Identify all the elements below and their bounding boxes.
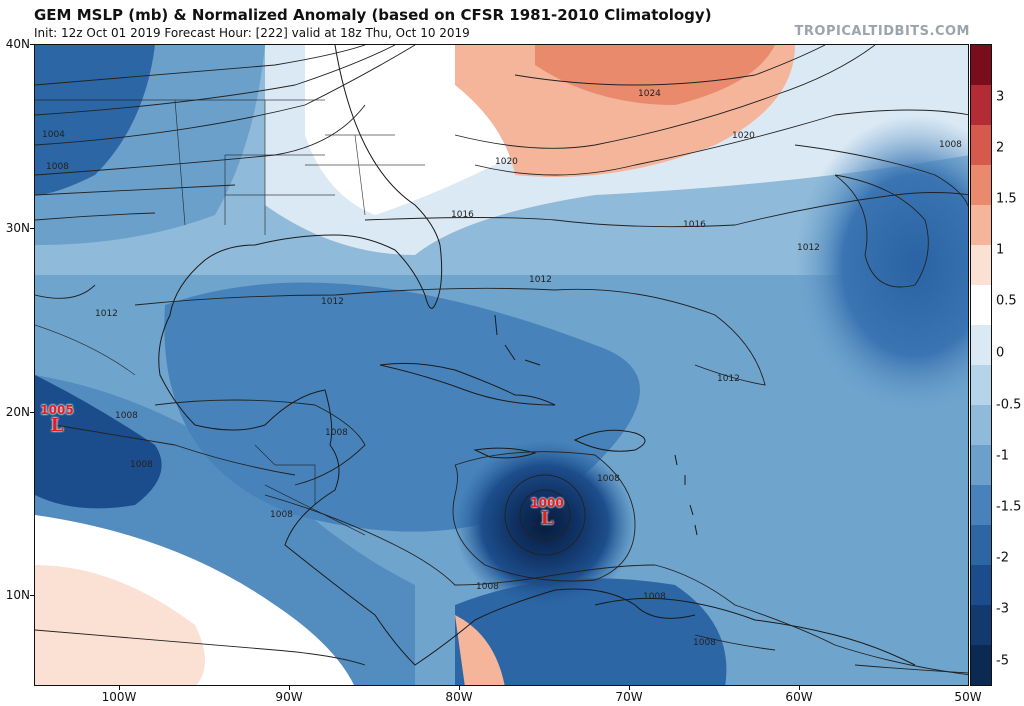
isobar-label: 1004 bbox=[42, 130, 65, 140]
isobar-label: 1008 bbox=[325, 428, 348, 438]
isobar-label: 1020 bbox=[495, 157, 518, 167]
isobar-label: 1016 bbox=[451, 210, 474, 220]
colorbar bbox=[970, 44, 992, 686]
map-subtitle: Init: 12z Oct 01 2019 Forecast Hour: [22… bbox=[34, 26, 470, 40]
colorbar-label: 0 bbox=[996, 345, 1005, 361]
colorbar-swatch bbox=[971, 85, 991, 126]
anomaly-colombia-warm bbox=[455, 615, 505, 685]
isobar-label: 1008 bbox=[115, 411, 138, 421]
isobar-label: 1008 bbox=[46, 162, 69, 172]
colorbar-swatch bbox=[971, 445, 991, 486]
map-title: GEM MSLP (mb) & Normalized Anomaly (base… bbox=[34, 6, 712, 24]
lat-label: 40N bbox=[5, 37, 30, 51]
isobar-label: 1008 bbox=[693, 638, 716, 648]
colorbar-label: -1 bbox=[996, 448, 1009, 464]
lon-tick bbox=[799, 686, 800, 690]
colorbar-swatch bbox=[971, 405, 991, 446]
anomaly-pacific-warm bbox=[35, 565, 205, 685]
isobar-label: 1012 bbox=[95, 309, 118, 319]
isobar-label: 1008 bbox=[939, 140, 962, 150]
isobar-label: 1012 bbox=[321, 297, 344, 307]
lon-label: 90W bbox=[275, 690, 303, 704]
map-panel: 1024 1020 1020 1016 1016 1012 1012 1012 … bbox=[34, 44, 969, 686]
lat-tick bbox=[30, 44, 34, 45]
lon-label: 100W bbox=[101, 690, 137, 704]
colorbar-swatches bbox=[971, 45, 991, 685]
low-pressure-marker-mexico: 1005 L bbox=[36, 404, 78, 435]
colorbar-swatch bbox=[971, 525, 991, 566]
colorbar-label: -5 bbox=[996, 653, 1009, 669]
isobar-label: 1008 bbox=[643, 592, 666, 602]
isobar-labels: 1024 1020 1020 1016 1016 1012 1012 1012 … bbox=[42, 89, 962, 648]
colorbar-swatch bbox=[971, 245, 991, 286]
anomaly-mexico-low bbox=[35, 375, 162, 509]
colorbar-swatch bbox=[971, 565, 991, 606]
lon-tick bbox=[289, 686, 290, 690]
isobar-label: 1024 bbox=[638, 89, 661, 99]
lon-label: 70W bbox=[615, 690, 643, 704]
low-pressure-symbol: L bbox=[50, 415, 64, 436]
colorbar-label: 1.5 bbox=[996, 191, 1017, 207]
low-pressure-value: 1000 bbox=[530, 496, 564, 510]
colorbar-label: 0.5 bbox=[996, 293, 1017, 309]
colorbar-swatch bbox=[971, 645, 991, 685]
isobar-label: 1008 bbox=[270, 510, 293, 520]
anomaly-atlantic-high-core bbox=[535, 45, 775, 105]
colorbar-label: 2 bbox=[996, 140, 1005, 156]
colorbar-swatch bbox=[971, 485, 991, 526]
lat-tick bbox=[30, 412, 34, 413]
isobar-label: 1008 bbox=[476, 582, 499, 592]
lat-tick bbox=[30, 595, 34, 596]
low-pressure-marker-caribbean: 1000 L bbox=[525, 497, 569, 528]
isobar-label: 1016 bbox=[683, 220, 706, 230]
isobar-label: 1012 bbox=[797, 243, 820, 253]
lat-tick bbox=[30, 228, 34, 229]
colorbar-label: 1 bbox=[996, 242, 1005, 258]
mslp-anomaly-map: 1024 1020 1020 1016 1016 1012 1012 1012 … bbox=[35, 45, 968, 685]
borders bbox=[35, 99, 425, 536]
low-pressure-symbol: L bbox=[540, 508, 554, 529]
anomaly-ne-low bbox=[795, 115, 968, 415]
colorbar-swatch bbox=[971, 365, 991, 406]
colorbar-swatch bbox=[971, 165, 991, 206]
colorbar-label: -2 bbox=[996, 550, 1009, 566]
lon-label: 50W bbox=[954, 690, 982, 704]
isobar-label: 1012 bbox=[529, 275, 552, 285]
colorbar-label: 3 bbox=[996, 89, 1005, 105]
colorbar-swatch bbox=[971, 45, 991, 86]
colorbar-swatch bbox=[971, 325, 991, 366]
site-watermark: TROPICALTIDBITS.COM bbox=[794, 24, 970, 39]
isobar-label: 1012 bbox=[717, 374, 740, 384]
colorbar-swatch bbox=[971, 205, 991, 246]
lon-label: 80W bbox=[445, 690, 473, 704]
lat-label: 20N bbox=[5, 405, 30, 419]
lon-tick bbox=[459, 686, 460, 690]
colorbar-label: -1.5 bbox=[996, 499, 1022, 515]
isobar-label: 1008 bbox=[597, 474, 620, 484]
isobar-label: 1020 bbox=[732, 131, 755, 141]
lon-tick bbox=[629, 686, 630, 690]
low-pressure-value: 1005 bbox=[40, 403, 74, 417]
coastlines bbox=[158, 45, 916, 666]
lat-label: 10N bbox=[5, 588, 30, 602]
lon-tick bbox=[119, 686, 120, 690]
isobars bbox=[35, 45, 968, 676]
isobar-label: 1008 bbox=[130, 460, 153, 470]
lat-label: 30N bbox=[5, 221, 30, 235]
colorbar-swatch bbox=[971, 605, 991, 646]
colorbar-label: -3 bbox=[996, 601, 1009, 617]
lon-label: 60W bbox=[785, 690, 813, 704]
anomaly-caribbean-low bbox=[455, 440, 635, 610]
colorbar-label: -0.5 bbox=[996, 397, 1022, 413]
colorbar-swatch bbox=[971, 125, 991, 166]
colorbar-swatch bbox=[971, 285, 991, 326]
